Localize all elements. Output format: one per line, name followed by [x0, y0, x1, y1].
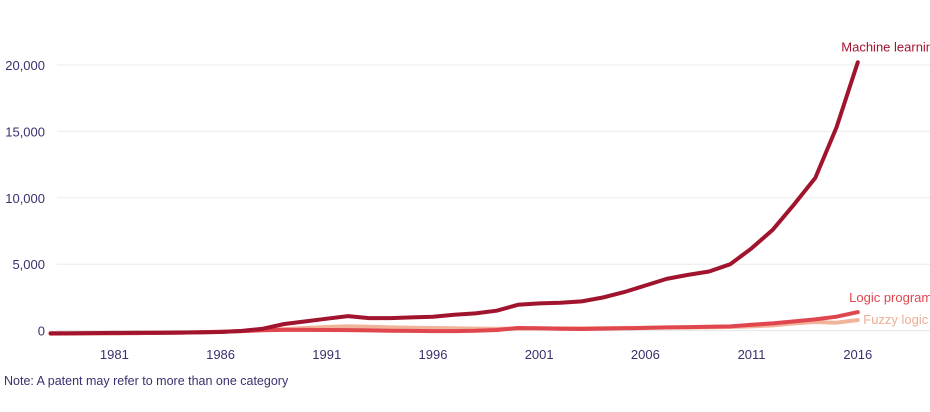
- x-tick-label: 2011: [738, 347, 766, 362]
- y-tick-label: 15,000: [5, 124, 45, 139]
- x-tick-label: 1981: [100, 347, 129, 362]
- series-label-machine-learning: Machine learning: [841, 39, 930, 54]
- y-tick-label: 5,000: [12, 257, 45, 272]
- series-labels: Machine learning Logic programming Fuzzy l…: [841, 39, 930, 327]
- x-tick-label: 1986: [206, 347, 235, 362]
- chart-note: Note: A patent may refer to more than on…: [4, 374, 289, 388]
- series-line-machine-learning: [48, 60, 860, 336]
- y-tick-label: 20,000: [5, 58, 45, 73]
- x-tick-label: 2006: [631, 347, 660, 362]
- series-lines: [48, 60, 860, 336]
- x-axis: 1981 1986 1991 1996 2001 2006 2011 2016: [100, 347, 872, 362]
- x-tick-label: 2016: [843, 347, 872, 362]
- x-tick-label: 1991: [312, 347, 341, 362]
- series-label-fuzzy-logic: Fuzzy logic: [863, 312, 929, 327]
- x-tick-label: 2001: [525, 347, 554, 362]
- y-tick-label: 10,000: [5, 191, 45, 206]
- y-tick-label: 0: [38, 324, 45, 339]
- series-label-logic-programming: Logic programming: [849, 290, 930, 305]
- gridlines: [57, 64, 930, 332]
- y-axis: 0 5,000 10,000 15,000 20,000: [5, 58, 45, 339]
- x-tick-label: 1996: [419, 347, 448, 362]
